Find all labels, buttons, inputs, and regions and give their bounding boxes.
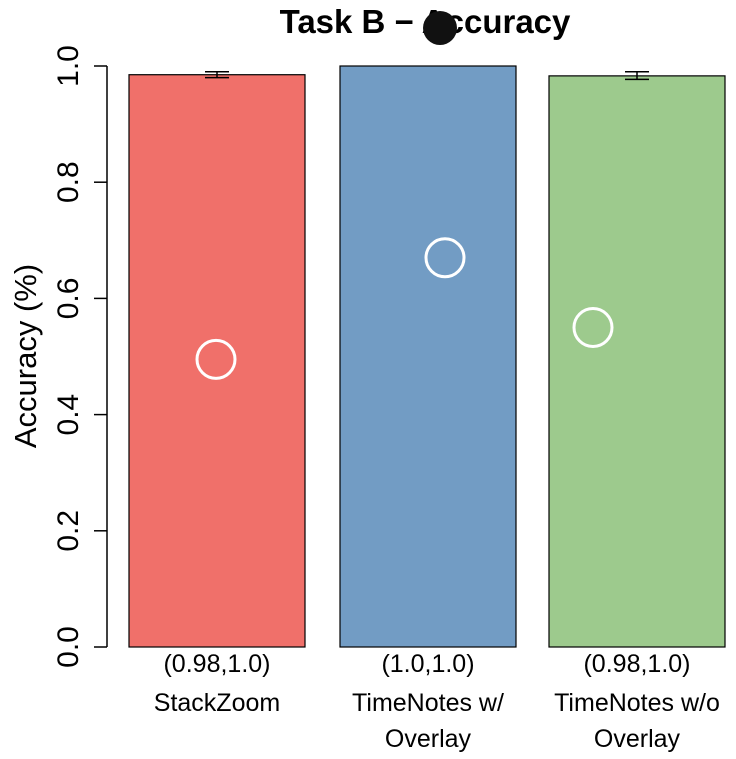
marker-circle (195, 338, 237, 380)
marker-circle (572, 306, 614, 348)
y-tick-label: 1.0 (52, 45, 85, 87)
bar (128, 74, 306, 648)
y-tick-label: 0.0 (52, 626, 85, 668)
bar (548, 75, 726, 648)
bar (339, 65, 517, 648)
y-axis-label: Accuracy (%) (8, 264, 43, 448)
category-label: TimeNotes w/o (554, 689, 720, 717)
category-label: Overlay (385, 725, 472, 753)
category-label: StackZoom (154, 689, 280, 717)
category-label: TimeNotes w/ (352, 689, 504, 717)
x-axis-labels: (0.98,1.0) StackZoom (1.0,1.0) TimeNotes w/… (154, 650, 720, 753)
cursor-dot-icon (423, 11, 457, 45)
category-label: Overlay (594, 725, 681, 753)
y-tick-label: 0.6 (52, 278, 85, 320)
bars (128, 65, 726, 648)
y-tick-label: 0.4 (52, 394, 85, 436)
y-axis-ticks: 0.0 0.2 0.4 0.6 0.8 1.0 (52, 45, 107, 668)
y-tick-label: 0.8 (52, 161, 85, 203)
marker-circle (424, 237, 466, 279)
ci-label: (0.98,1.0) (583, 650, 690, 678)
ci-label: (0.98,1.0) (163, 650, 270, 678)
ci-label: (1.0,1.0) (381, 650, 474, 678)
y-tick-label: 0.2 (52, 510, 85, 552)
